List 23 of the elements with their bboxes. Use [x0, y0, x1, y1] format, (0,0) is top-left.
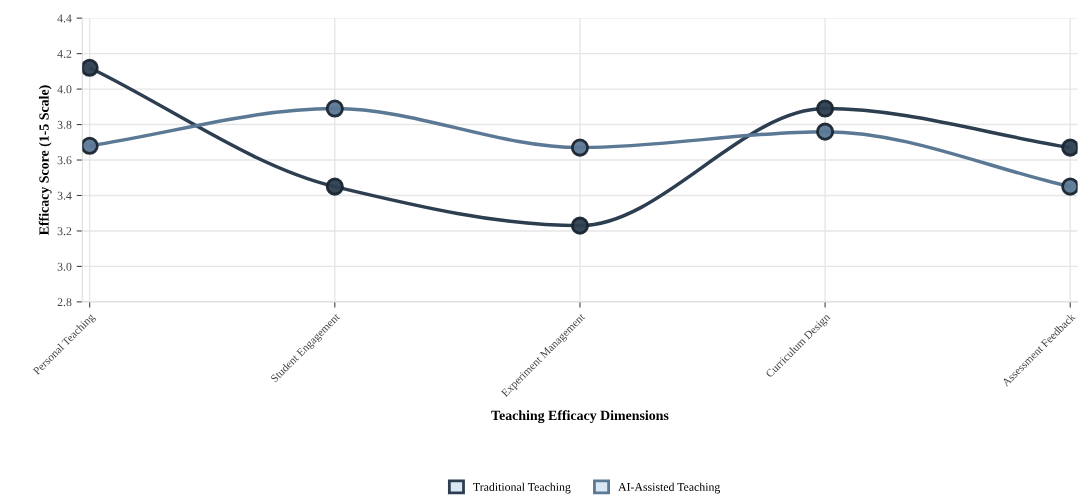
point [570, 138, 589, 157]
y-tick-label: 3.2 [57, 227, 72, 236]
point [82, 136, 99, 155]
y-tick-label: 3.8 [57, 120, 72, 129]
y-tick-label: 4.2 [57, 49, 72, 58]
y-tick-label: 3.6 [57, 156, 72, 165]
y-tick-label: 3.0 [57, 262, 72, 271]
point [1061, 177, 1078, 196]
y-tick-label: 3.4 [57, 191, 72, 200]
point [816, 122, 835, 141]
x-axis-title: Teaching Efficacy Dimensions [491, 410, 669, 424]
point [1061, 138, 1078, 157]
point [816, 99, 835, 118]
legend-label: Traditional Teaching [473, 482, 571, 494]
point [570, 216, 589, 235]
y-tick-label: 2.8 [57, 298, 72, 307]
point [82, 58, 99, 77]
y-axis-title: Efficacy Score (1-5 Scale) [38, 85, 52, 236]
point [325, 177, 344, 196]
y-tick-label: 4.0 [57, 85, 72, 94]
y-tick-label: 4.4 [57, 14, 72, 23]
point [325, 99, 344, 118]
legend-label: AI-Assisted Teaching [618, 482, 721, 494]
